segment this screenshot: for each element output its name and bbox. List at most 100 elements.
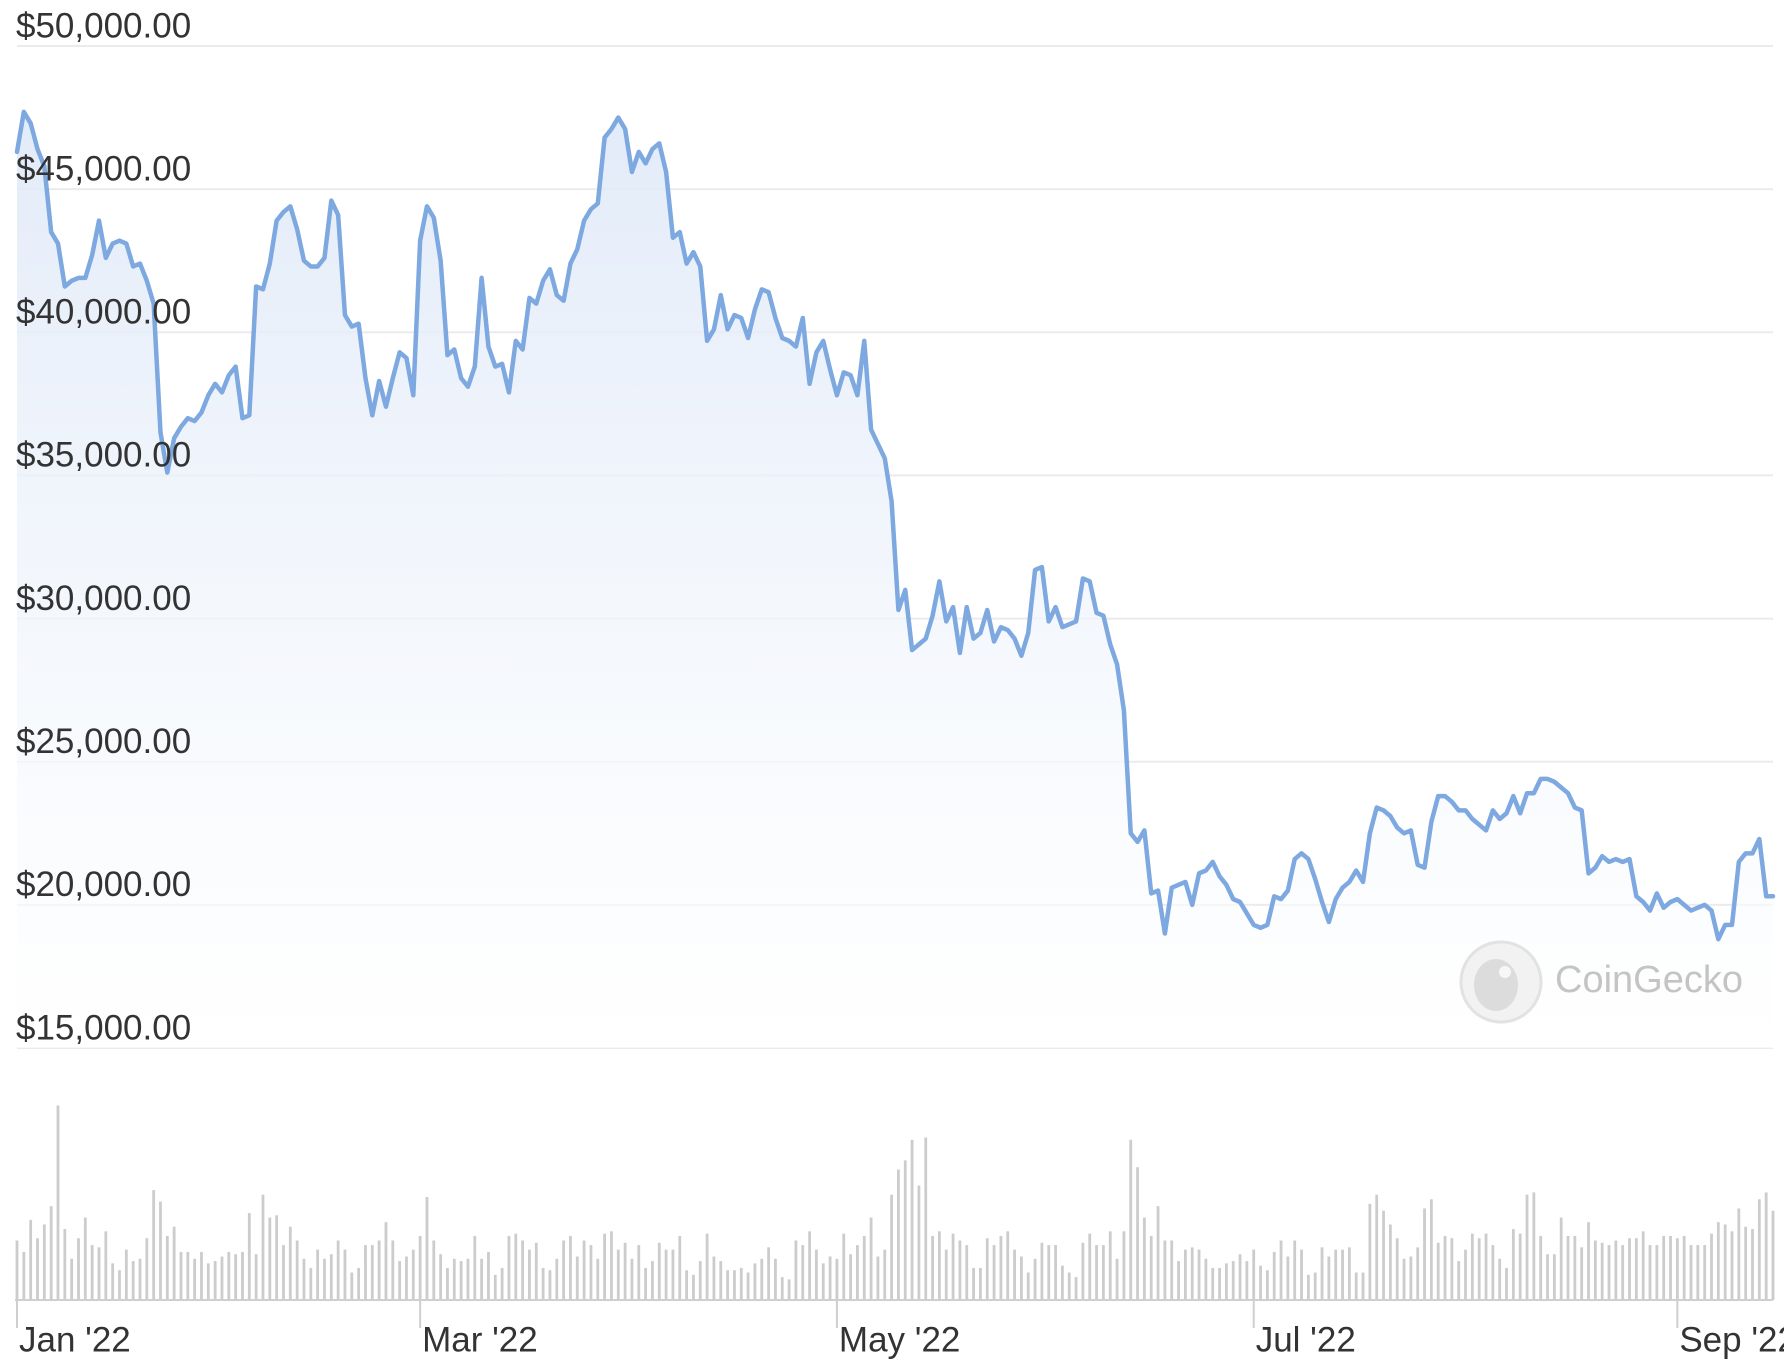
volume-bar [712, 1256, 716, 1300]
volume-bar [1491, 1245, 1495, 1300]
volume-bar [992, 1245, 996, 1300]
volume-bar [220, 1256, 224, 1300]
volume-bar [1388, 1224, 1392, 1300]
volume-bar [938, 1231, 941, 1300]
volume-bar [1621, 1245, 1625, 1300]
volume-bar [1300, 1249, 1303, 1300]
volume-bar [343, 1249, 347, 1300]
volume-bar [56, 1105, 60, 1300]
x-tick-label: Jul '22 [1256, 1320, 1356, 1359]
volume-bar [1402, 1258, 1406, 1300]
volume-bar [541, 1267, 545, 1300]
volume-bar [1682, 1235, 1686, 1300]
volume-bar [1013, 1249, 1016, 1300]
volume-bar [1272, 1251, 1276, 1300]
volume-bar [1648, 1245, 1652, 1300]
volume-bar [521, 1240, 525, 1300]
volume-bar [637, 1245, 641, 1300]
volume-bar [1054, 1245, 1057, 1300]
x-tick-label: May '22 [839, 1320, 960, 1359]
volume-bar [1716, 1222, 1720, 1300]
volume-bar [1279, 1240, 1283, 1300]
volume-bar [49, 1206, 53, 1300]
volume-bar [1587, 1222, 1590, 1300]
volume-bar [1375, 1194, 1379, 1300]
volume-bar [90, 1245, 94, 1300]
volume-bar [138, 1258, 142, 1300]
volume-bar [1696, 1245, 1700, 1300]
volume-bar [528, 1249, 531, 1300]
volume-bar [439, 1254, 443, 1300]
volume-bar [493, 1274, 497, 1300]
volume-bar [726, 1270, 729, 1300]
volume-bar [944, 1249, 948, 1300]
volume-bar [1559, 1217, 1563, 1300]
volume-bar [1395, 1238, 1399, 1300]
plot [14, 109, 1776, 1300]
volume-bar [1498, 1258, 1502, 1300]
volume-bar [377, 1240, 381, 1300]
volume-bar [794, 1240, 798, 1300]
volume-bar [623, 1242, 627, 1300]
volume-bar [411, 1249, 415, 1300]
volume-bar [1033, 1258, 1037, 1300]
volume-bar [1026, 1272, 1030, 1300]
volume-bar [391, 1240, 395, 1300]
volume-bar [1552, 1254, 1556, 1300]
watermark: CoinGecko [1459, 940, 1743, 1024]
volume-bar [473, 1235, 477, 1300]
volume-bar [692, 1274, 695, 1300]
volume-bar [193, 1258, 197, 1300]
volume-bar [254, 1254, 258, 1300]
volume-bar [1600, 1242, 1604, 1300]
volume-bar [1231, 1261, 1235, 1300]
volume-bar [1416, 1247, 1420, 1300]
volume-bar [77, 1238, 80, 1300]
volume-bar [425, 1197, 429, 1300]
volume-bar [931, 1235, 934, 1300]
volume-bar [1525, 1194, 1529, 1300]
volume-bar [760, 1258, 764, 1300]
volume-bar [1313, 1272, 1317, 1300]
volume-bar [1354, 1272, 1358, 1300]
volume-bar [808, 1231, 811, 1300]
volume-bar [487, 1251, 490, 1300]
volume-bar [1122, 1231, 1126, 1300]
volume-bar [1505, 1267, 1508, 1300]
volume-bar [951, 1233, 955, 1300]
volume-bar [787, 1279, 791, 1300]
volume-bar [999, 1235, 1003, 1300]
volume-bar [309, 1267, 313, 1300]
volume-bar [671, 1249, 675, 1300]
volume-bar [562, 1240, 566, 1300]
volume-bar [917, 1185, 921, 1300]
volume-bar [1730, 1231, 1734, 1300]
volume-bar [821, 1263, 825, 1300]
volume-bar [247, 1213, 251, 1300]
volume-bar [302, 1258, 306, 1300]
volume-bar [651, 1261, 654, 1300]
volume-bar [548, 1270, 552, 1300]
volume-bar [903, 1160, 907, 1300]
volume-bar [1607, 1245, 1611, 1300]
volume-bar [1218, 1267, 1221, 1300]
volume-bar [979, 1267, 982, 1300]
volume-bar [1252, 1249, 1256, 1300]
volume-bar [1628, 1238, 1631, 1300]
volume-bar [200, 1251, 203, 1300]
volume-bar [1655, 1245, 1659, 1300]
volume-bar [1710, 1233, 1713, 1300]
volume-bar [1341, 1249, 1344, 1300]
volume-bar [862, 1235, 866, 1300]
volume-bar [1764, 1192, 1768, 1300]
volume-bar [124, 1249, 128, 1300]
volume-bar [1669, 1235, 1672, 1300]
y-tick-label: $25,000.00 [16, 722, 191, 761]
volume-bar [685, 1270, 689, 1300]
price-line [14, 109, 1776, 942]
y-tick-label: $45,000.00 [16, 149, 191, 188]
volume-bar [384, 1222, 388, 1300]
volume-bar [1484, 1233, 1488, 1300]
volume-bar [1061, 1265, 1064, 1300]
